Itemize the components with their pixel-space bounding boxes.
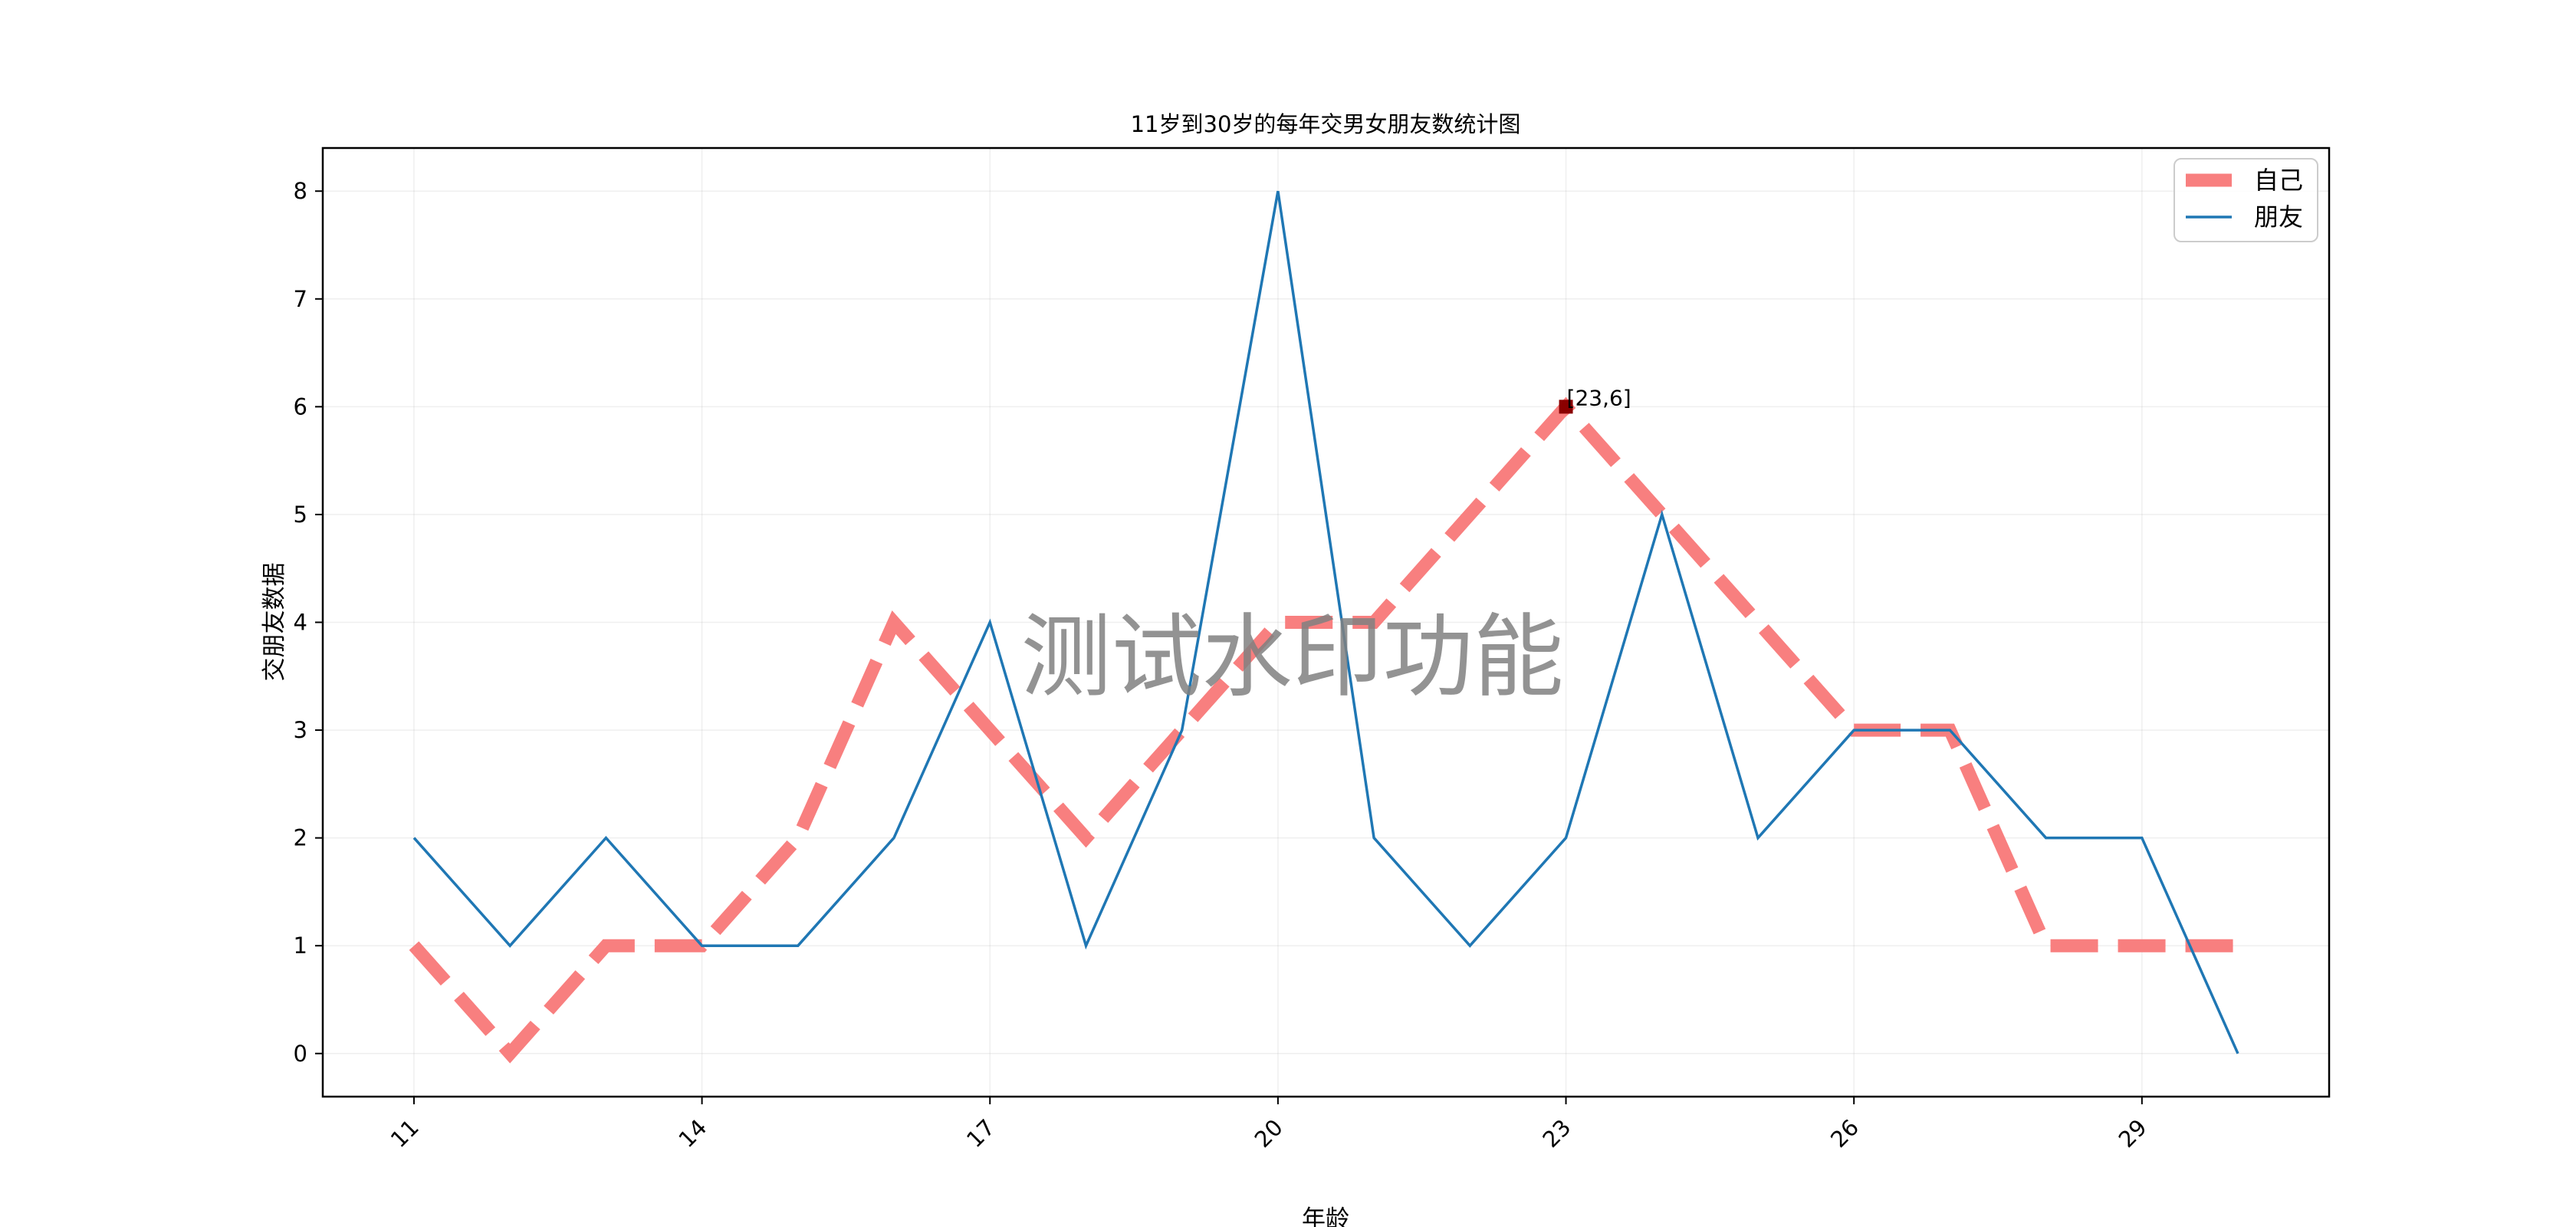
y-tick-label: 4	[294, 610, 307, 636]
annotation-layer: [23,6]	[1559, 385, 1631, 414]
annotation-marker	[1559, 400, 1573, 414]
legend-label-self: 自己	[2254, 166, 2303, 195]
y-tick-label: 3	[294, 717, 307, 743]
legend-label-friends: 朋友	[2254, 202, 2303, 232]
y-tick-label: 1	[294, 933, 307, 959]
watermark-text: 测试水印功能	[1021, 604, 1564, 710]
watermark-layer: 测试水印功能	[1021, 604, 1564, 710]
annotation-label: [23,6]	[1567, 385, 1631, 410]
series-layer	[409, 190, 2239, 1064]
y-tick-label: 5	[294, 502, 307, 528]
series-line-friends	[412, 190, 2239, 1054]
y-tick-label: 0	[294, 1041, 307, 1067]
y-tick-label: 8	[294, 178, 307, 204]
y-tick-label: 6	[294, 393, 307, 419]
x-axis-label: 年龄	[1302, 1206, 1349, 1227]
y-tick-label: 2	[294, 825, 307, 851]
y-axis-label: 交朋友数据	[261, 563, 288, 682]
y-tick-label: 7	[294, 286, 307, 312]
chart-title: 11岁到30岁的每年交男女朋友数统计图	[1131, 111, 1521, 137]
